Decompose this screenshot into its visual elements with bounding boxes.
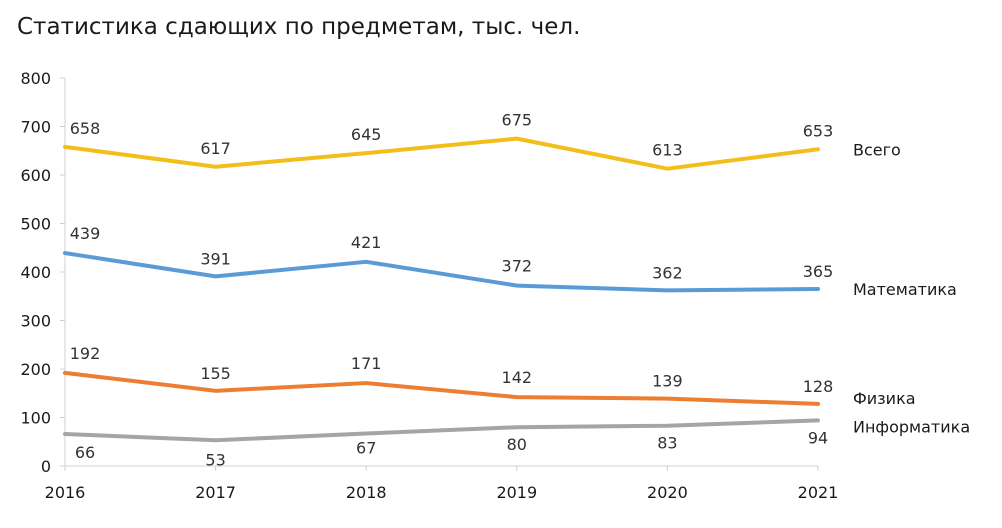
data-label: 128 (803, 377, 834, 396)
data-label: 171 (351, 354, 382, 373)
y-tick-label: 300 (20, 312, 51, 331)
series-name-label: Математика (853, 280, 957, 299)
series-line (63, 418, 820, 443)
series-name-label: Информатика (853, 417, 970, 436)
y-tick-label: 700 (20, 118, 51, 137)
x-tick-label: 2020 (647, 483, 688, 502)
data-label: 53 (205, 450, 225, 469)
data-label: 653 (803, 121, 834, 140)
x-tick-label: 2018 (346, 483, 387, 502)
data-label: 155 (200, 364, 231, 383)
y-tick-label: 400 (20, 263, 51, 282)
y-tick-label: 200 (20, 360, 51, 379)
data-label: 439 (70, 224, 101, 243)
data-label: 617 (200, 139, 231, 158)
data-label: 658 (70, 119, 101, 138)
x-tick-label: 2019 (496, 483, 537, 502)
series-line (63, 370, 820, 406)
data-label: 613 (652, 141, 683, 160)
data-label: 645 (351, 125, 382, 144)
data-label: 83 (657, 434, 677, 453)
data-label: 94 (808, 428, 828, 447)
data-label: 372 (502, 257, 533, 276)
data-label: 67 (356, 439, 376, 458)
series-name-label: Всего (853, 140, 901, 159)
y-tick-label: 600 (20, 166, 51, 185)
x-tick-label: 2016 (45, 483, 86, 502)
data-label: 66 (75, 443, 95, 462)
y-tick-label: 500 (20, 215, 51, 234)
data-label: 391 (200, 249, 231, 268)
data-label: 675 (502, 111, 533, 130)
chart-title: Статистика сдающих по предметам, тыс. че… (17, 14, 581, 40)
data-label: 142 (502, 368, 533, 387)
x-tick-label: 2017 (195, 483, 236, 502)
x-tick-label: 2021 (798, 483, 839, 502)
y-tick-label: 100 (20, 409, 51, 428)
y-tick-label: 800 (20, 69, 51, 88)
series-name-label: Физика (853, 389, 916, 408)
y-tick-label: 0 (41, 457, 51, 476)
data-label: 362 (652, 263, 683, 282)
data-label: 421 (351, 233, 382, 252)
series-line (63, 136, 820, 171)
data-label: 139 (652, 372, 683, 391)
series-line (63, 251, 820, 293)
data-label: 365 (803, 262, 834, 281)
data-label: 80 (507, 435, 527, 454)
data-label: 192 (70, 344, 101, 363)
